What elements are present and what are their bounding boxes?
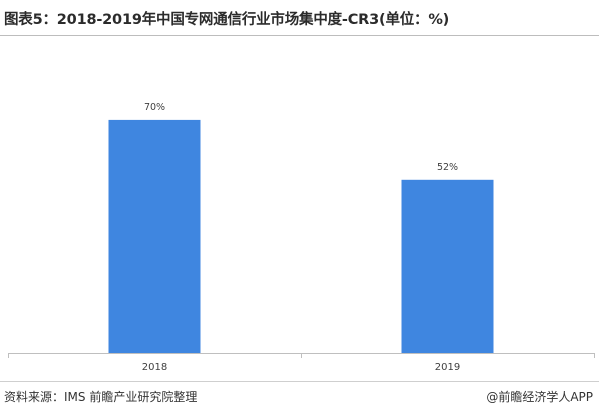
source-note: 资料来源：IMS 前瞻产业研究院整理 bbox=[4, 390, 198, 404]
data-label-2019: 52% bbox=[437, 162, 458, 173]
x-tick-label-2019: 2019 bbox=[435, 362, 460, 373]
bar-2019 bbox=[401, 179, 494, 353]
title-divider bbox=[0, 35, 599, 36]
x-tick-label-2018: 2018 bbox=[142, 362, 167, 373]
bar-2018 bbox=[108, 119, 201, 354]
brand-credit: @前瞻经济学人APP bbox=[486, 390, 593, 404]
chart-title: 图表5：2018-2019年中国专网通信行业市场集中度-CR3(单位：%) bbox=[4, 12, 450, 28]
data-label-2018: 70% bbox=[144, 102, 165, 113]
footer-divider bbox=[0, 381, 599, 382]
